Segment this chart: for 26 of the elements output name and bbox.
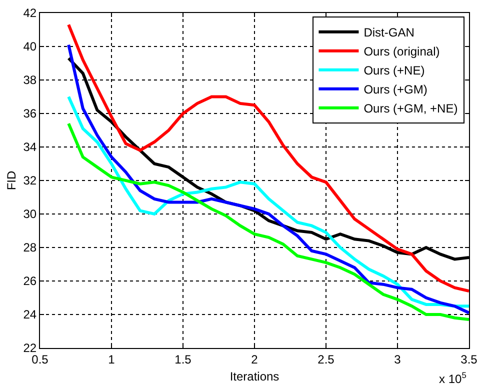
x-tick-label: 1.5 [174, 352, 192, 366]
x-tick-label: 3.5 [460, 352, 478, 366]
legend-label: Ours (+NE) [364, 64, 425, 78]
x-tick-label: 3 [394, 352, 402, 366]
x-axis-title: Iterations [230, 369, 280, 384]
y-tick-label: 38 [23, 73, 37, 88]
text: x 10$^{5}$ [439, 370, 467, 386]
y-tick-label: 36 [23, 106, 37, 121]
y-tick-label: 28 [23, 240, 37, 255]
line-series [67, 122, 469, 322]
legend-label: Ours (original) [364, 44, 440, 59]
y-tick-label: 42 [23, 6, 37, 20]
line-series [67, 95, 469, 308]
y-axis-title: FID [4, 170, 19, 190]
y-tick-label: 26 [23, 274, 37, 288]
y-tick-label: 34 [23, 140, 37, 154]
x-tick-label: 1 [108, 352, 116, 366]
y-tick-label: 24 [23, 308, 37, 322]
y-tick-label: 40 [23, 40, 37, 54]
y-tick-label: 30 [23, 207, 37, 222]
legend-label: Ours (+GM, +NE) [364, 102, 458, 116]
x-tick-label: 2.5 [318, 352, 335, 366]
legend-label: Ours (+GM) [364, 82, 428, 97]
y-tick-label: 32 [23, 174, 37, 188]
x-tick-label: 2 [251, 352, 258, 366]
legend-label: Dist-GAN [364, 26, 414, 40]
